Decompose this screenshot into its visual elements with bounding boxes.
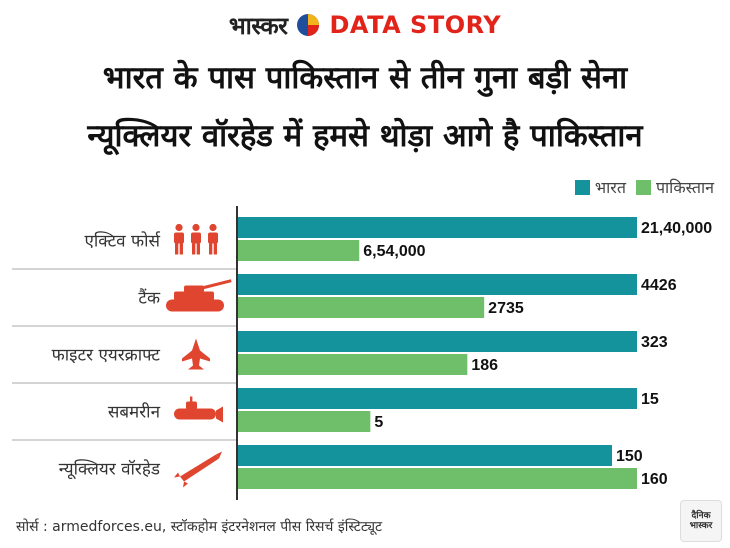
legend-swatch-india	[574, 179, 590, 195]
category-label: सबमरीन	[108, 402, 161, 423]
bar-india	[237, 331, 637, 352]
stamp-line1: दैनिक	[691, 511, 711, 521]
bar-pakistan	[237, 411, 371, 432]
bar-pakistan	[237, 240, 360, 261]
fighter-jet-icon	[182, 338, 210, 370]
legend-item-pakistan: पाकिस्तान	[635, 176, 714, 198]
brand-bhaskar: भास्कर	[228, 11, 288, 40]
bar-india	[237, 445, 612, 466]
data-label-pakistan: 2735	[488, 300, 524, 317]
chart-subtitle: न्यूक्लियर वॉरहेड में हमसे थोड़ा आगे है …	[87, 118, 643, 154]
category-label: फाइटर एयरक्राफ्ट	[52, 346, 161, 366]
legend-swatch-pakistan	[635, 179, 651, 195]
category-label: एक्टिव फोर्स	[85, 231, 161, 252]
data-label-india: 15	[641, 391, 659, 408]
chart-title: भारत के पास पाकिस्तान से तीन गुना बड़ी स…	[102, 60, 628, 96]
legend-label-pakistan: पाकिस्तान	[655, 178, 714, 197]
stamp-line2: भास्कर	[689, 521, 713, 531]
soldiers-icon	[174, 223, 218, 255]
dainik-bhaskar-stamp: दैनिक भास्कर	[680, 500, 722, 542]
brand-header: भास्कर DATA STORY	[0, 8, 730, 42]
pie-logo-icon	[297, 14, 320, 36]
source-note: सोर्स : armedforces.eu, स्टॉकहोम इंटरनेश…	[16, 519, 383, 535]
data-label-india: 150	[616, 448, 643, 465]
data-label-india: 323	[641, 334, 668, 351]
data-label-india: 21,40,000	[641, 220, 712, 237]
data-label-pakistan: 160	[641, 471, 668, 488]
bar-india	[237, 217, 637, 238]
data-label-pakistan: 186	[471, 357, 498, 374]
data-label-pakistan: 5	[374, 414, 383, 431]
legend-label-india: भारत	[594, 178, 626, 197]
bar-pakistan	[237, 468, 637, 489]
bar-india	[237, 388, 637, 409]
tank-icon	[166, 279, 232, 312]
data-label-india: 4426	[641, 277, 677, 294]
bar-india	[237, 274, 637, 295]
bar-pakistan	[237, 297, 485, 318]
legend: भारत पाकिस्तान	[574, 176, 714, 198]
bar-pakistan	[237, 354, 468, 375]
missile-icon	[174, 451, 222, 488]
category-label: न्यूक्लियर वॉरहेड	[59, 459, 161, 480]
data-label-pakistan: 6,54,000	[363, 243, 425, 260]
brand-data-story: DATA STORY	[329, 11, 502, 39]
category-label: टैंक	[138, 288, 161, 309]
legend-item-india: भारत	[574, 176, 626, 198]
submarine-icon	[174, 396, 223, 423]
